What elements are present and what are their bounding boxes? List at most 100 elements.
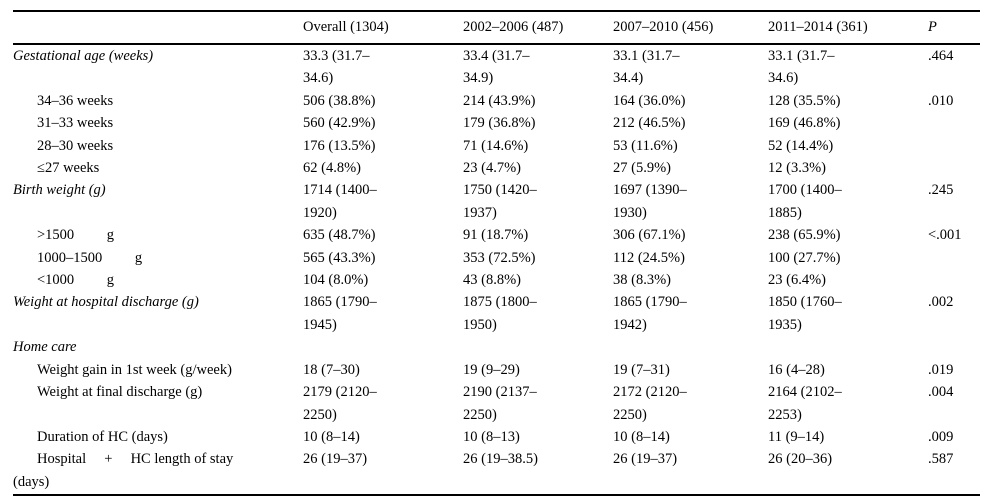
row-label: Home care (13, 339, 77, 356)
table-row-under-27-weeks: ≤27 weeks 62 (4.8%) 23 (4.7%) 27 (5.9%) … (13, 157, 980, 179)
cell-p-value: .010 (928, 92, 954, 109)
cell-2002-2006: 19 (9–29) (463, 361, 520, 378)
cell-2007-2010: 10 (8–14) (613, 428, 670, 445)
cell-2011-2014: 33.1 (31.7– 34.6) (768, 48, 835, 87)
row-label: 1000–1500 g (37, 249, 143, 266)
table-row-gestational-age: Gestational age (weeks) 33.3 (31.7– 34.6… (13, 45, 980, 90)
cell-2011-2014: 12 (3.3%) (768, 160, 826, 177)
row-label: 28–30 weeks (37, 137, 114, 154)
cell-2002-2006: 26 (19–38.5) (463, 451, 538, 468)
cell-overall: 176 (13.5%) (303, 137, 376, 154)
cell-2002-2006: 71 (14.6%) (463, 137, 529, 154)
cell-p-value: .002 (928, 294, 954, 311)
cell-p-value: .245 (928, 182, 954, 199)
row-label: >1500 g (37, 227, 115, 244)
cell-2002-2006: 179 (36.8%) (463, 115, 536, 132)
cell-2007-2010: 26 (19–37) (613, 451, 678, 468)
cell-p-value (928, 112, 980, 134)
row-label: 34–36 weeks (37, 92, 114, 109)
cell-2007-2010: 27 (5.9%) (613, 160, 671, 177)
cell-2007-2010: 306 (67.1%) (613, 227, 686, 244)
table-row-1000-1500g: 1000–1500 g 565 (43.3%) 353 (72.5%) 112 … (13, 247, 980, 269)
table-row-hospital-plus-hc-stay: Hospital + HC length of stay (days) 26 (… (13, 448, 980, 493)
table-row-34-36-weeks: 34–36 weeks 506 (38.8%) 214 (43.9%) 164 … (13, 90, 980, 112)
cell-overall: 26 (19–37) (303, 451, 368, 468)
row-label: <1000 g (37, 272, 115, 289)
row-label: ≤27 weeks (37, 160, 100, 177)
cell-p-value (928, 135, 980, 157)
column-header-2002-2006: 2002–2006 (487) (463, 19, 564, 36)
cell-overall: 1865 (1790– 1945) (303, 294, 377, 333)
cell-2002-2006: 214 (43.9%) (463, 92, 536, 109)
cell-2011-2014: 11 (9–14) (768, 428, 825, 445)
cell-overall (303, 336, 463, 358)
cell-p-value (928, 269, 980, 291)
row-label: Gestational age (weeks) (13, 48, 154, 64)
column-header-2011-2014: 2011–2014 (361) (768, 19, 868, 36)
cell-p-value (928, 247, 980, 269)
cell-2011-2014: 2164 (2102– 2253) (768, 384, 842, 423)
table-row-birth-weight: Birth weight (g) 1714 (1400– 1920) 1750 … (13, 179, 980, 224)
table-row-weight-gain-1st-week: Weight gain in 1st week (g/week) 18 (7–3… (13, 359, 980, 381)
cell-p-value: <.001 (928, 227, 962, 244)
row-label: 31–33 weeks (37, 115, 114, 132)
cell-2007-2010: 33.1 (31.7– 34.4) (613, 48, 680, 87)
table-row-duration-of-hc: Duration of HC (days) 10 (8–14) 10 (8–13… (13, 426, 980, 448)
outcomes-table: Overall (1304) 2002–2006 (487) 2007–2010… (13, 10, 980, 497)
cell-2002-2006: 43 (8.8%) (463, 272, 521, 289)
cell-2011-2014: 23 (6.4%) (768, 272, 826, 289)
row-label: Weight at final discharge (g) (37, 384, 203, 401)
row-label: Weight at hospital discharge (g) (13, 294, 199, 311)
table-body: Gestational age (weeks) 33.3 (31.7– 34.6… (13, 45, 980, 494)
cell-p-value: .009 (928, 428, 954, 445)
cell-overall: 18 (7–30) (303, 361, 360, 378)
cell-2002-2006 (463, 336, 613, 358)
cell-2011-2014: 169 (46.8%) (768, 115, 841, 132)
table-row-home-care: Home care (13, 336, 980, 358)
column-header-overall: Overall (1304) (303, 19, 389, 36)
cell-overall: 104 (8.0%) (303, 272, 369, 289)
cell-2002-2006: 1750 (1420– 1937) (463, 182, 537, 221)
cell-overall: 565 (43.3%) (303, 249, 376, 266)
table-row-weight-hospital-discharge: Weight at hospital discharge (g) 1865 (1… (13, 291, 980, 336)
cell-overall: 2179 (2120– 2250) (303, 384, 377, 423)
cell-2011-2014: 16 (4–28) (768, 361, 825, 378)
cell-overall: 62 (4.8%) (303, 160, 361, 177)
cell-2011-2014: 1850 (1760– 1935) (768, 294, 842, 333)
cell-2007-2010: 19 (7–31) (613, 361, 670, 378)
cell-2011-2014: 100 (27.7%) (768, 249, 841, 266)
row-label: Duration of HC (days) (37, 428, 168, 445)
table-header-row: Overall (1304) 2002–2006 (487) 2007–2010… (13, 12, 980, 45)
cell-2007-2010 (613, 336, 768, 358)
cell-2011-2014: 238 (65.9%) (768, 227, 841, 244)
cell-2007-2010: 112 (24.5%) (613, 249, 685, 266)
cell-p-value: .464 (928, 48, 954, 64)
cell-p-value: .019 (928, 361, 954, 378)
cell-p-value (928, 157, 980, 179)
cell-overall: 560 (42.9%) (303, 115, 376, 132)
cell-overall: 506 (38.8%) (303, 92, 376, 109)
cell-2011-2014: 128 (35.5%) (768, 92, 841, 109)
cell-2002-2006: 23 (4.7%) (463, 160, 521, 177)
row-label: Hospital + HC length of stay (days) (13, 451, 234, 490)
cell-2007-2010: 164 (36.0%) (613, 92, 686, 109)
table-row-31-33-weeks: 31–33 weeks 560 (42.9%) 179 (36.8%) 212 … (13, 112, 980, 134)
cell-2011-2014: 26 (20–36) (768, 451, 833, 468)
table-row-over-1500g: >1500 g 635 (48.7%) 91 (18.7%) 306 (67.1… (13, 224, 980, 246)
cell-2002-2006: 33.4 (31.7– 34.9) (463, 48, 530, 87)
cell-2002-2006: 353 (72.5%) (463, 249, 536, 266)
cell-2007-2010: 1865 (1790– 1942) (613, 294, 687, 333)
column-header-p: P (928, 19, 937, 36)
cell-overall: 10 (8–14) (303, 428, 360, 445)
cell-overall: 635 (48.7%) (303, 227, 376, 244)
column-header-2007-2010: 2007–2010 (456) (613, 19, 714, 36)
cell-2007-2010: 1697 (1390– 1930) (613, 182, 687, 221)
cell-2011-2014 (768, 336, 928, 358)
row-label: Weight gain in 1st week (g/week) (37, 361, 232, 378)
row-label: Birth weight (g) (13, 182, 106, 199)
table-row-weight-final-discharge: Weight at final discharge (g) 2179 (2120… (13, 381, 980, 426)
cell-2011-2014: 52 (14.4%) (768, 137, 834, 154)
cell-p-value: .004 (928, 384, 954, 401)
cell-p-value (928, 336, 980, 358)
